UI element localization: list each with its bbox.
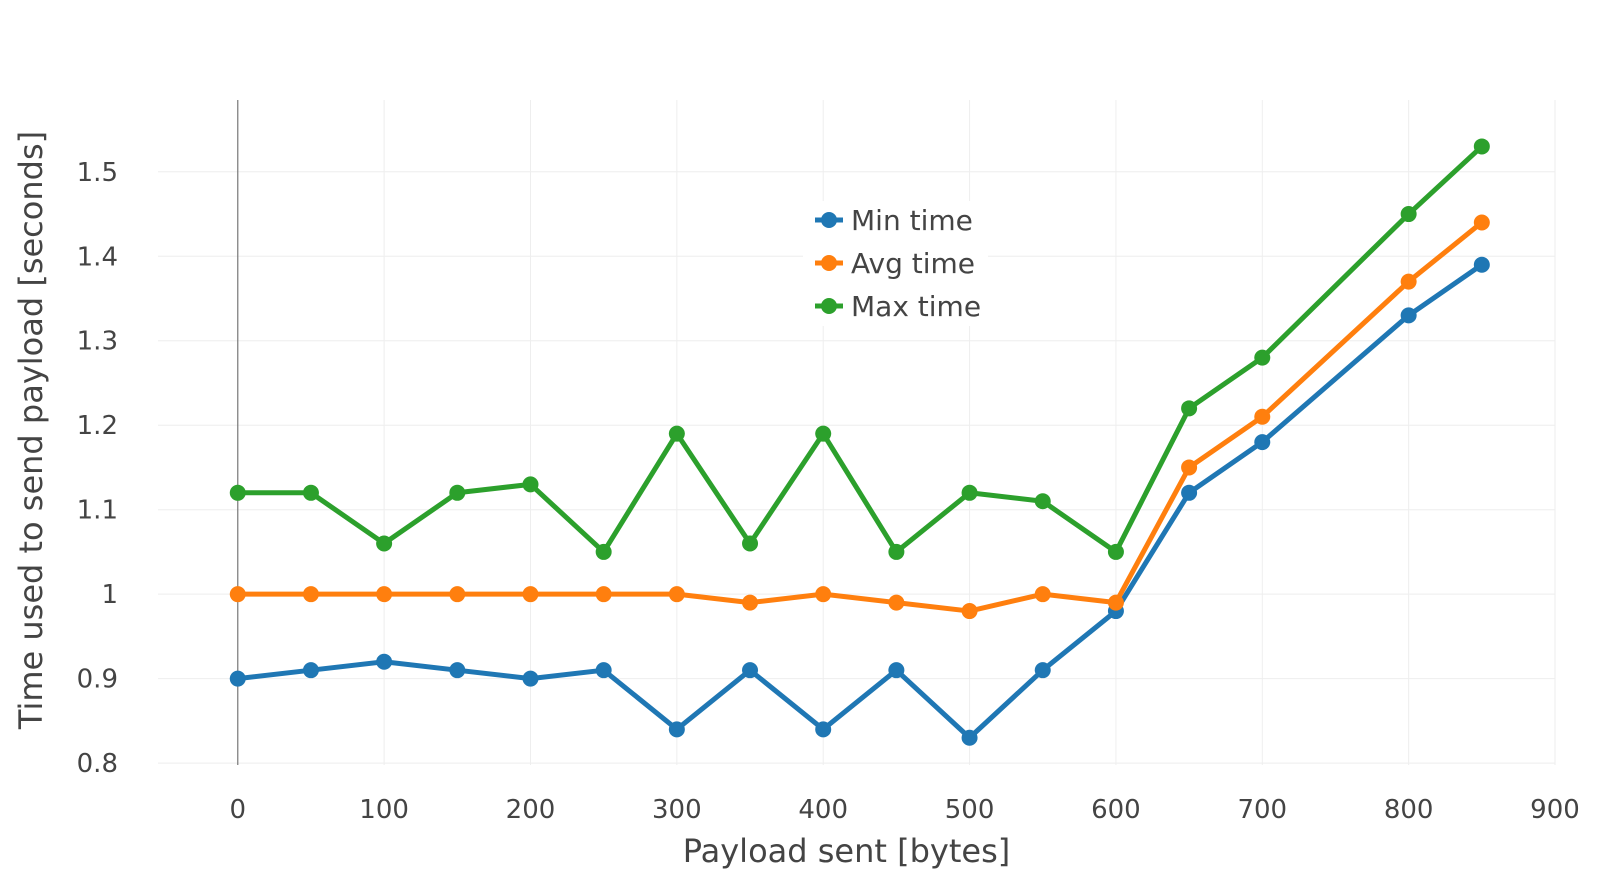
data-point[interactable] <box>961 484 978 501</box>
data-point[interactable] <box>1181 484 1198 501</box>
data-point[interactable] <box>302 662 319 679</box>
data-point[interactable] <box>742 594 759 611</box>
data-point[interactable] <box>742 535 759 552</box>
data-point[interactable] <box>668 586 685 603</box>
data-point[interactable] <box>815 425 832 442</box>
data-point[interactable] <box>595 543 612 560</box>
data-point[interactable] <box>1034 662 1051 679</box>
x-tick-label: 300 <box>652 795 702 825</box>
legend-swatch-marker <box>821 212 837 228</box>
series-avg-time <box>229 214 1490 620</box>
data-point[interactable] <box>595 662 612 679</box>
data-point[interactable] <box>668 425 685 442</box>
data-point[interactable] <box>1473 256 1490 273</box>
legend-swatch-marker <box>821 298 837 314</box>
legend-label: Min time <box>851 204 973 237</box>
legend-item[interactable]: Min time <box>815 204 973 237</box>
y-tick-label: 0.8 <box>77 749 118 779</box>
data-point[interactable] <box>449 662 466 679</box>
y-tick-label: 0.9 <box>77 665 118 695</box>
legend-label: Avg time <box>851 247 975 280</box>
data-point[interactable] <box>1254 349 1271 366</box>
data-point[interactable] <box>229 586 246 603</box>
data-point[interactable] <box>1254 434 1271 451</box>
data-point[interactable] <box>961 729 978 746</box>
data-point[interactable] <box>1181 459 1198 476</box>
data-point[interactable] <box>815 721 832 738</box>
x-tick-label: 500 <box>945 795 995 825</box>
series-max-time <box>229 138 1490 560</box>
x-tick-label: 0 <box>229 795 246 825</box>
data-point[interactable] <box>229 484 246 501</box>
x-tick-label: 400 <box>798 795 848 825</box>
x-tick-label: 800 <box>1384 795 1434 825</box>
data-point[interactable] <box>888 543 905 560</box>
series-layer <box>229 138 1490 746</box>
legend: Min time Avg time Max time <box>803 201 988 326</box>
data-point[interactable] <box>1473 138 1490 155</box>
data-point[interactable] <box>1400 206 1417 223</box>
data-point[interactable] <box>1107 594 1124 611</box>
x-tick-label: 100 <box>359 795 409 825</box>
data-point[interactable] <box>522 476 539 493</box>
data-point[interactable] <box>1254 408 1271 425</box>
data-point[interactable] <box>1181 400 1198 417</box>
data-point[interactable] <box>522 670 539 687</box>
x-axis-title: Payload sent [bytes] <box>683 832 1010 870</box>
data-point[interactable] <box>595 586 612 603</box>
data-point[interactable] <box>376 653 393 670</box>
data-point[interactable] <box>449 586 466 603</box>
data-point[interactable] <box>668 721 685 738</box>
y-axis-title: Time used to send payload [seconds] <box>12 131 50 730</box>
x-tick-label: 700 <box>1237 795 1287 825</box>
data-point[interactable] <box>1034 493 1051 510</box>
data-point[interactable] <box>376 535 393 552</box>
data-point[interactable] <box>229 670 246 687</box>
legend-label: Max time <box>851 290 981 323</box>
series-line <box>235 262 1485 741</box>
y-tick-label: 1.4 <box>77 242 118 272</box>
data-point[interactable] <box>376 586 393 603</box>
series-min-time <box>229 256 1490 746</box>
legend-item[interactable]: Max time <box>815 290 981 323</box>
legend-swatch-marker <box>821 255 837 271</box>
axis-layer: 0 100 200 300 400 500 600 700 800 900 0.8 0.9 1 1.1 1.… <box>77 158 1580 825</box>
data-point[interactable] <box>1107 543 1124 560</box>
data-point[interactable] <box>302 484 319 501</box>
data-point[interactable] <box>888 594 905 611</box>
data-point[interactable] <box>888 662 905 679</box>
y-tick-label: 1.3 <box>77 327 118 357</box>
data-point[interactable] <box>1034 586 1051 603</box>
data-point[interactable] <box>302 586 319 603</box>
x-tick-label: 600 <box>1091 795 1141 825</box>
data-point[interactable] <box>449 484 466 501</box>
data-point[interactable] <box>1400 307 1417 324</box>
y-tick-label: 1 <box>101 580 118 610</box>
data-point[interactable] <box>815 586 832 603</box>
data-point[interactable] <box>961 603 978 620</box>
y-tick-label: 1.5 <box>77 158 118 188</box>
data-point[interactable] <box>742 662 759 679</box>
legend-item[interactable]: Avg time <box>815 247 975 280</box>
data-point[interactable] <box>522 586 539 603</box>
data-point[interactable] <box>1400 273 1417 290</box>
y-tick-label: 1.1 <box>77 496 118 526</box>
data-point[interactable] <box>1473 214 1490 231</box>
x-tick-label: 900 <box>1530 795 1580 825</box>
y-tick-label: 1.2 <box>77 411 118 441</box>
x-tick-label: 200 <box>506 795 556 825</box>
